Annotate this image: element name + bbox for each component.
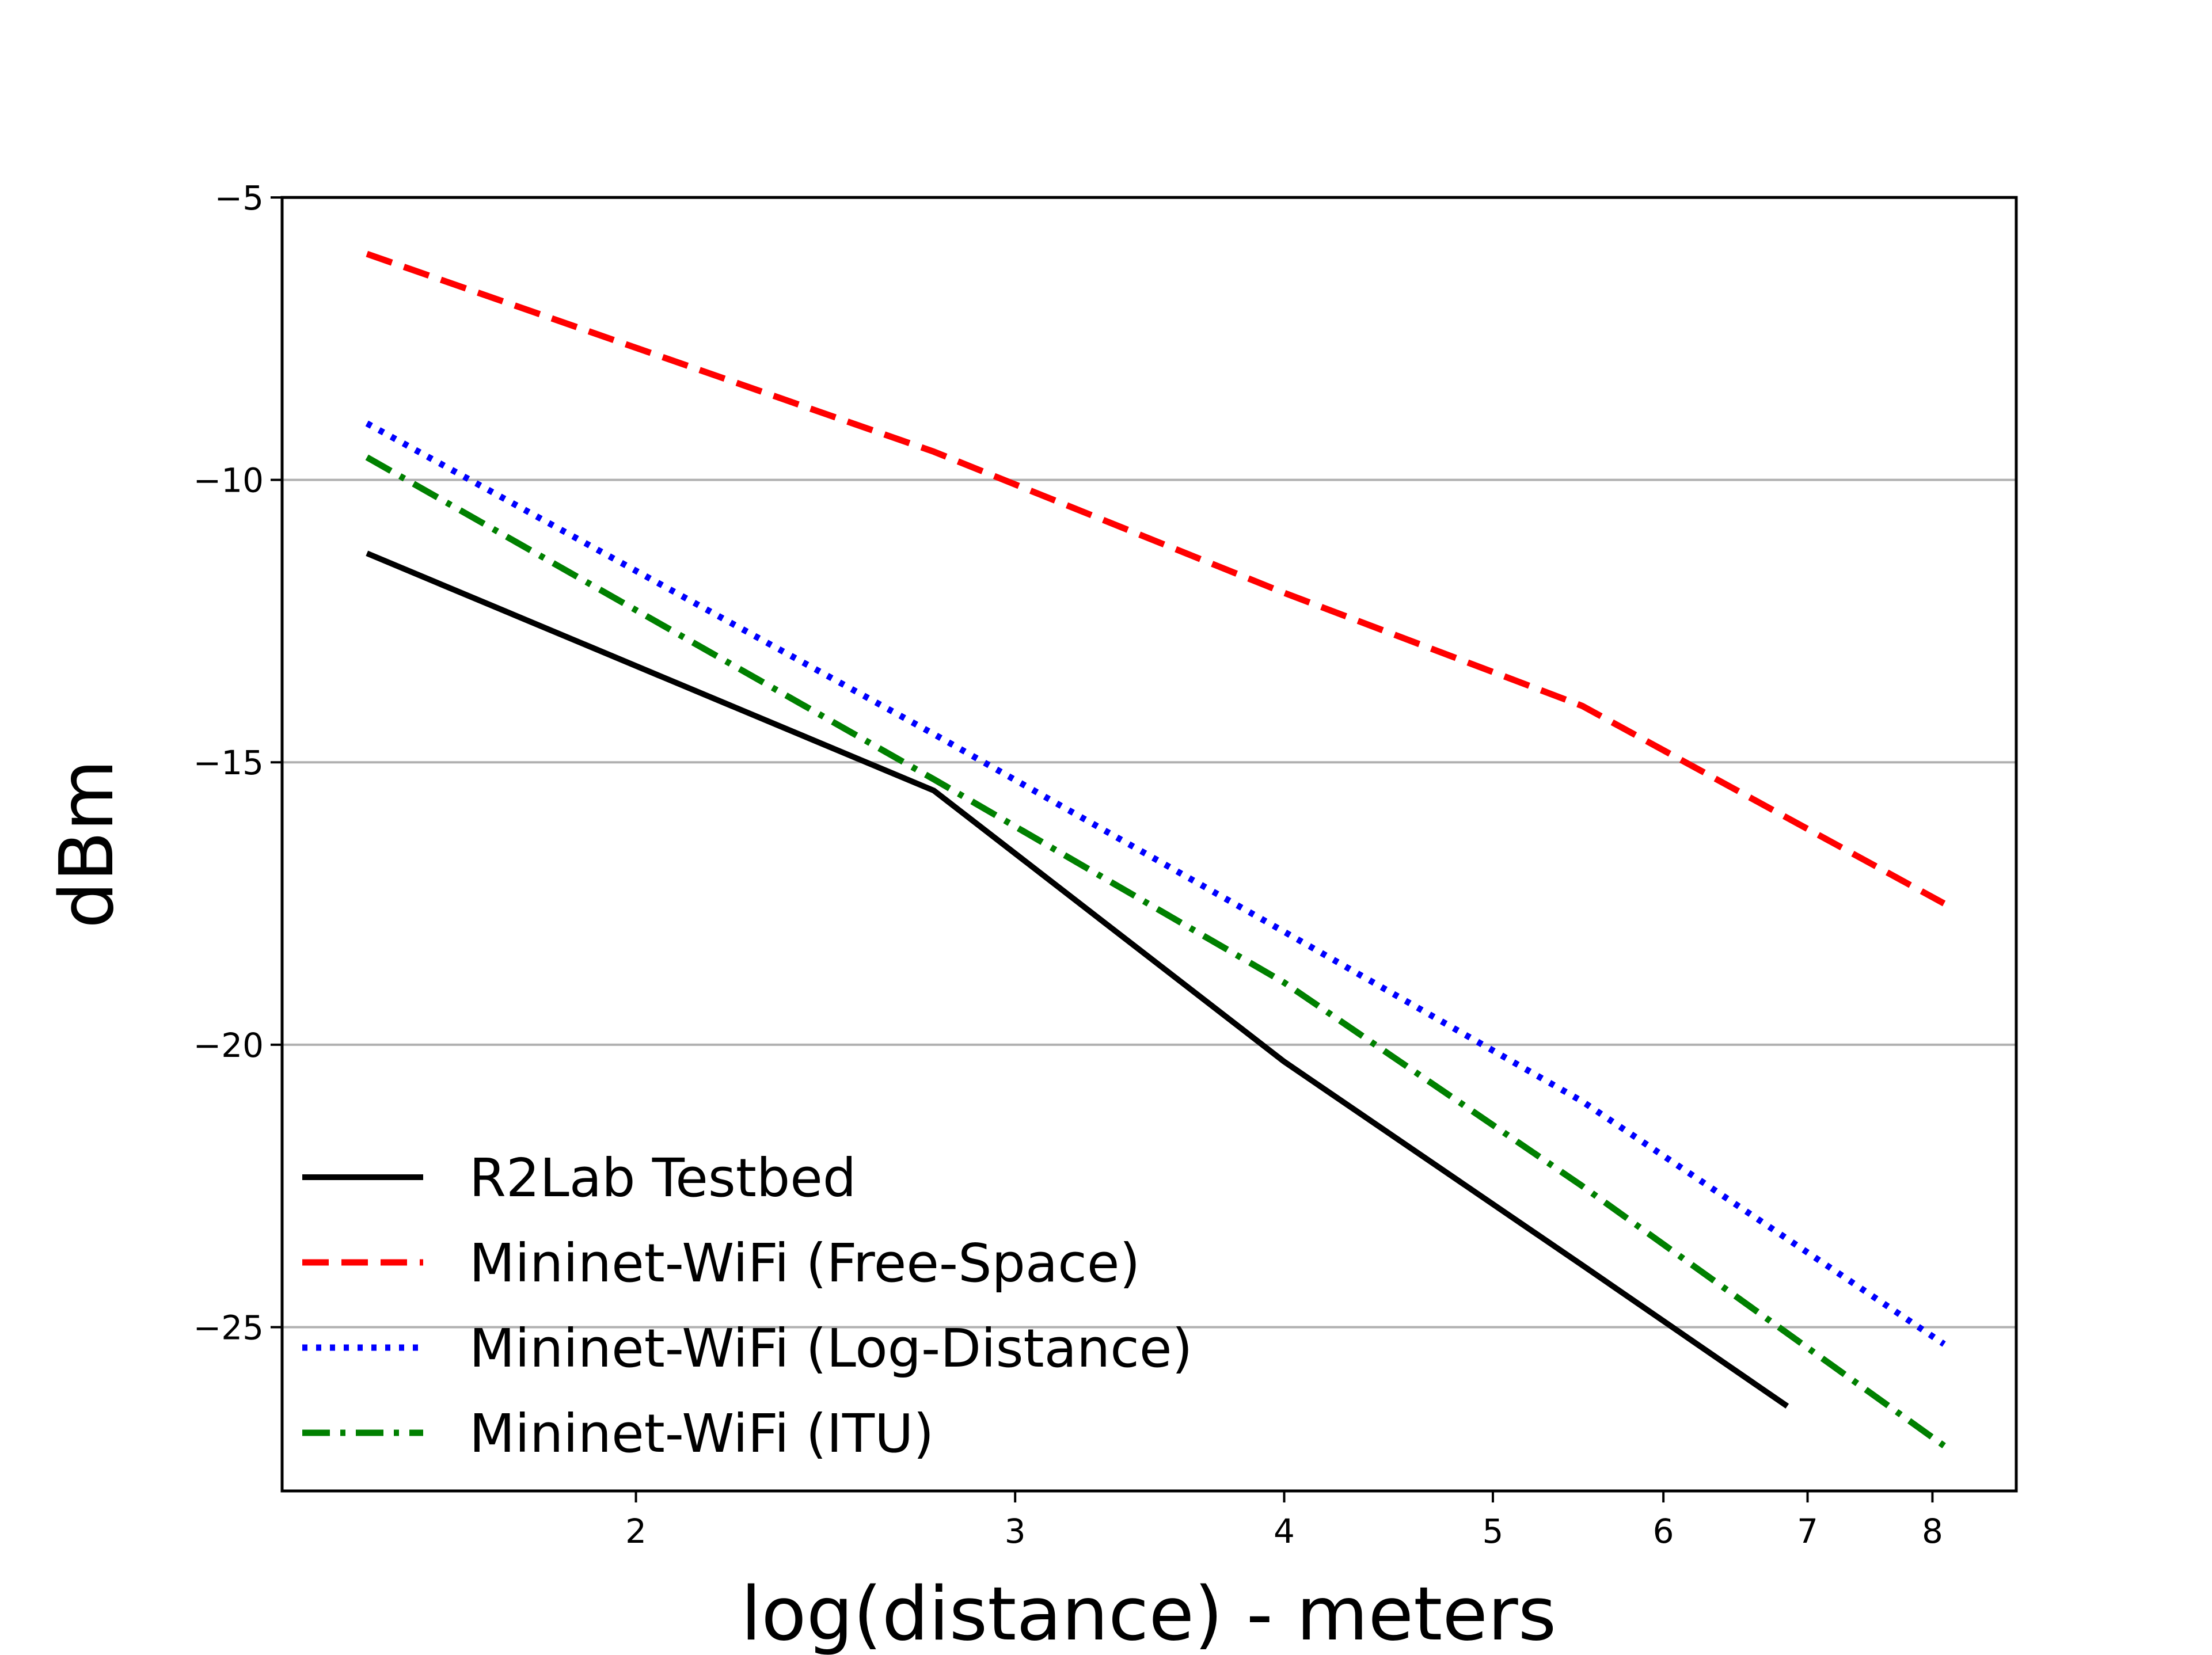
y-tick-label: −15 [193,743,264,782]
legend-label-4: Mininet-WiFi (ITU) [469,1403,934,1464]
axis-ticks: −5 −10 −15 −20 −25 2 3 4 5 6 7 8 [193,178,1943,1551]
legend-label-3: Mininet-WiFi (Log-Distance) [469,1318,1192,1379]
y-tick-label: −25 [193,1308,264,1347]
y-tick-label: −5 [215,178,264,218]
y-axis-label: dBm [44,759,130,929]
series-line-3 [365,420,1946,1347]
x-tick-label: 6 [1653,1512,1674,1551]
x-tick-label: 8 [1922,1512,1943,1551]
x-tick-label: 3 [1005,1512,1026,1551]
legend: R2Lab Testbed Mininet-WiFi (Free-Space) Mi… [302,1147,1192,1464]
series-line-4 [365,454,1946,1448]
legend-label-2: Mininet-WiFi (Free-Space) [469,1232,1140,1294]
y-tick-label: −20 [193,1026,264,1065]
gridlines [282,478,2016,1329]
plot-frame [280,196,2018,1493]
x-axis-label: log(distance) - meters [741,1572,1557,1655]
legend-label-1: R2Lab Testbed [469,1147,856,1209]
x-tick-label: 5 [1483,1512,1504,1551]
x-tick-label: 2 [625,1512,647,1551]
series-layer [365,250,1946,1448]
series-line-2 [366,250,1946,907]
x-tick-label: 4 [1274,1512,1295,1551]
y-tick-label: −10 [193,461,264,500]
x-tick-label: 7 [1797,1512,1818,1551]
series-line-1 [366,550,1789,1409]
